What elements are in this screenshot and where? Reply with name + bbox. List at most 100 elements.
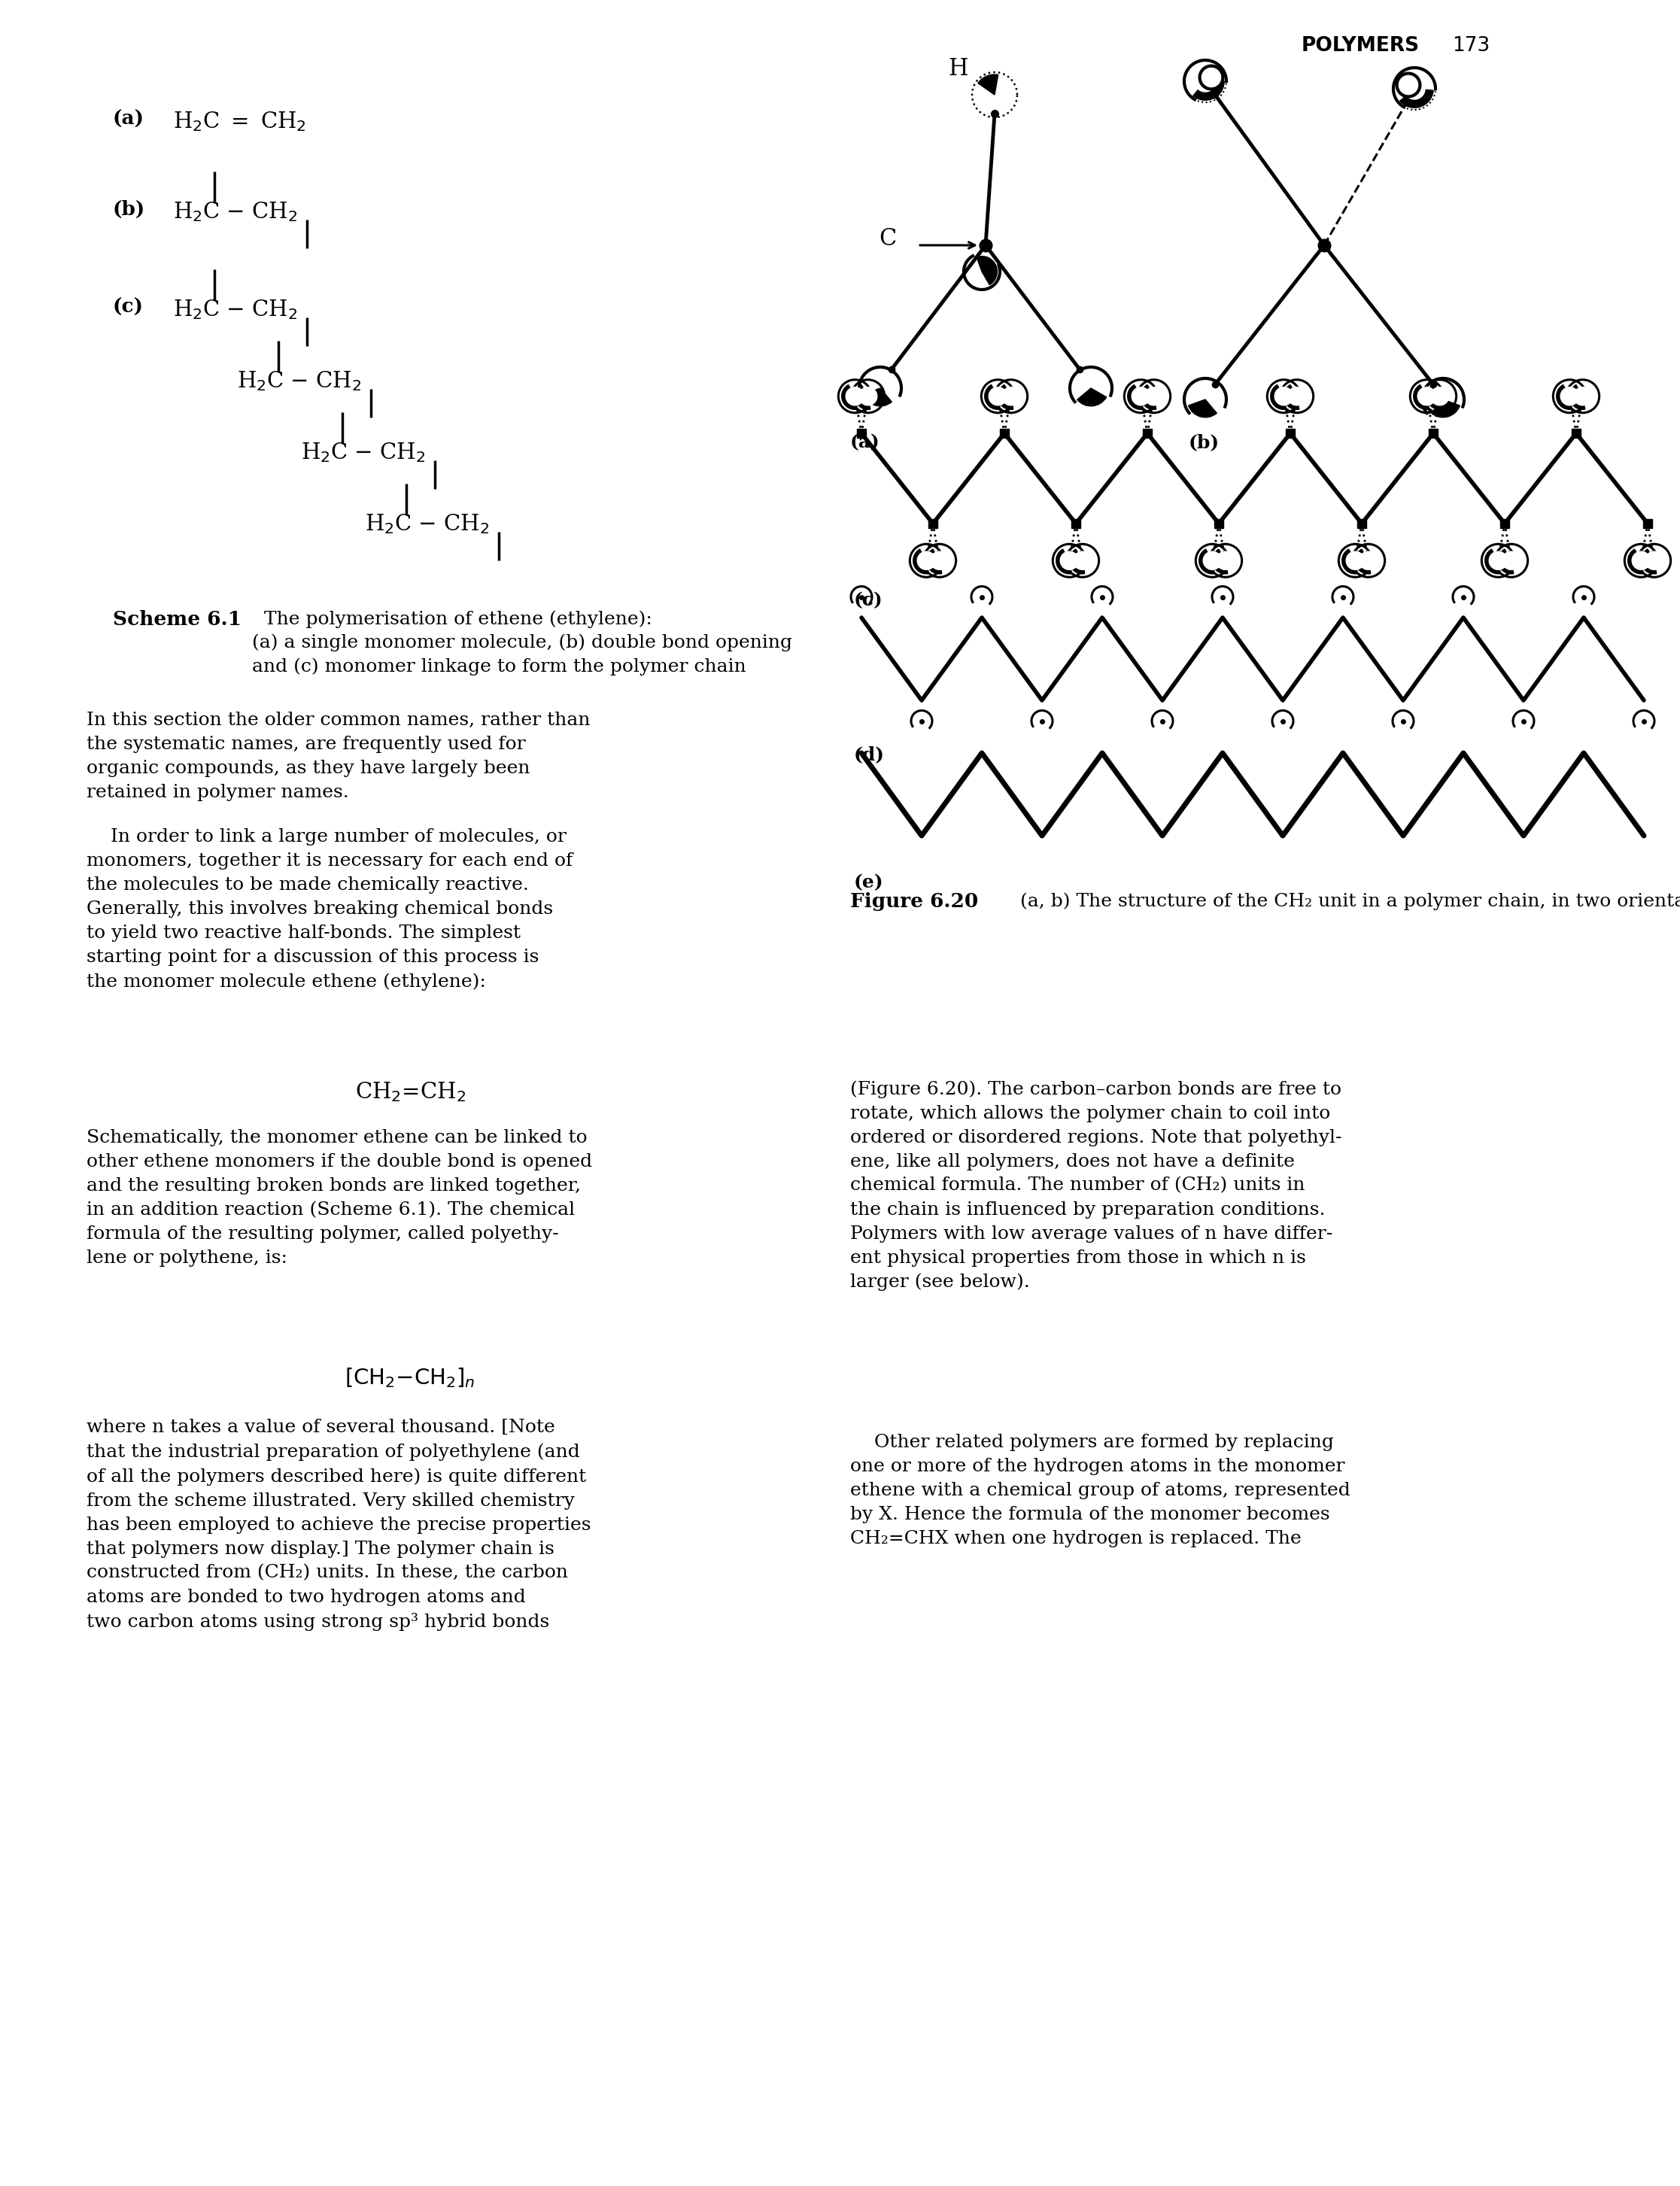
Wedge shape <box>1201 68 1221 87</box>
Text: H$_2$C $-$ CH$_2$: H$_2$C $-$ CH$_2$ <box>173 297 297 321</box>
Wedge shape <box>1399 90 1433 107</box>
Wedge shape <box>1561 387 1579 404</box>
Wedge shape <box>864 389 892 407</box>
Text: 173: 173 <box>1452 37 1490 55</box>
Bar <box>1428 428 1438 437</box>
Wedge shape <box>1404 79 1425 98</box>
Text: $[\mathrm{CH_2{-}CH_2}]_n$: $[\mathrm{CH_2{-}CH_2}]_n$ <box>344 1366 475 1390</box>
Wedge shape <box>976 256 998 284</box>
Wedge shape <box>1631 551 1650 571</box>
Wedge shape <box>1418 387 1436 404</box>
Wedge shape <box>1144 387 1163 404</box>
Text: In this section the older common names, rather than
the systematic names, are fr: In this section the older common names, … <box>87 713 590 800</box>
Wedge shape <box>1284 385 1299 409</box>
Wedge shape <box>1645 551 1663 571</box>
Text: H: H <box>948 57 968 81</box>
Bar <box>1072 518 1080 529</box>
Text: Other related polymers are formed by replacing
one or more of the hydrogen atoms: Other related polymers are formed by rep… <box>850 1434 1351 1548</box>
Wedge shape <box>1502 551 1520 571</box>
Wedge shape <box>1413 385 1430 409</box>
Wedge shape <box>1127 385 1142 409</box>
Text: The polymerisation of ethene (ethylene):
(a) a single monomer molecule, (b) doub: The polymerisation of ethene (ethylene):… <box>252 610 793 675</box>
Wedge shape <box>1211 549 1228 575</box>
Wedge shape <box>1396 72 1421 98</box>
Wedge shape <box>1194 70 1216 92</box>
Wedge shape <box>1141 385 1156 409</box>
Text: (c): (c) <box>853 590 884 610</box>
Wedge shape <box>978 74 998 94</box>
Wedge shape <box>931 551 949 571</box>
Text: (a, b) The structure of the CH₂ unit in a polymer chain, in two orientations (th: (a, b) The structure of the CH₂ unit in … <box>1008 892 1680 909</box>
Bar <box>1142 428 1152 437</box>
Wedge shape <box>1346 551 1364 571</box>
Bar <box>1500 518 1509 529</box>
Wedge shape <box>845 387 864 404</box>
Text: H$_2$C $-$ CH$_2$: H$_2$C $-$ CH$_2$ <box>173 201 297 223</box>
Text: (c): (c) <box>113 297 144 317</box>
Wedge shape <box>917 551 936 571</box>
Wedge shape <box>1198 66 1225 90</box>
Wedge shape <box>1132 387 1149 404</box>
Wedge shape <box>1275 387 1294 404</box>
Text: Figure 6.20: Figure 6.20 <box>850 892 978 912</box>
Wedge shape <box>1628 549 1643 575</box>
Wedge shape <box>1356 549 1371 575</box>
Wedge shape <box>1431 400 1460 418</box>
Bar <box>1215 518 1223 529</box>
Text: H$_2$C $-$ CH$_2$: H$_2$C $-$ CH$_2$ <box>301 442 425 463</box>
Wedge shape <box>1359 551 1378 571</box>
Wedge shape <box>1499 549 1514 575</box>
Wedge shape <box>842 385 857 409</box>
Wedge shape <box>1216 551 1235 571</box>
Wedge shape <box>1270 385 1287 409</box>
Text: CH$_2$=CH$_2$: CH$_2$=CH$_2$ <box>354 1080 465 1104</box>
Text: (b): (b) <box>113 201 146 219</box>
Text: (b): (b) <box>1189 433 1220 450</box>
Text: POLYMERS: POLYMERS <box>1302 37 1420 55</box>
Bar <box>1357 518 1366 529</box>
Text: H$_2$C $-$ CH$_2$: H$_2$C $-$ CH$_2$ <box>237 369 361 393</box>
Wedge shape <box>855 385 870 409</box>
Text: C: C <box>879 227 897 251</box>
Text: (d): (d) <box>853 745 885 763</box>
Wedge shape <box>1001 387 1020 404</box>
Text: where n takes a value of several thousand. [Note
that the industrial preparation: where n takes a value of several thousan… <box>87 1419 591 1631</box>
Wedge shape <box>1287 387 1305 404</box>
Wedge shape <box>1068 549 1085 575</box>
Text: H$_2$C $=$ CH$_2$: H$_2$C $=$ CH$_2$ <box>173 109 306 133</box>
Wedge shape <box>1060 551 1079 571</box>
Text: Schematically, the monomer ethene can be linked to
other ethene monomers if the : Schematically, the monomer ethene can be… <box>87 1130 591 1266</box>
Text: (Figure 6.20). The carbon–carbon bonds are free to
rotate, which allows the poly: (Figure 6.20). The carbon–carbon bonds a… <box>850 1080 1342 1292</box>
Wedge shape <box>1431 387 1448 404</box>
Wedge shape <box>1556 385 1572 409</box>
Wedge shape <box>1488 551 1507 571</box>
Wedge shape <box>1057 549 1072 575</box>
Wedge shape <box>1200 549 1215 575</box>
Wedge shape <box>1342 549 1357 575</box>
Wedge shape <box>914 549 929 575</box>
Wedge shape <box>984 385 1000 409</box>
Wedge shape <box>990 387 1006 404</box>
Wedge shape <box>1399 77 1418 94</box>
Wedge shape <box>926 549 942 575</box>
Text: (e): (e) <box>853 874 884 892</box>
Wedge shape <box>858 387 877 404</box>
Wedge shape <box>998 385 1013 409</box>
Bar <box>929 518 937 529</box>
Wedge shape <box>1203 551 1221 571</box>
Text: (a): (a) <box>850 433 880 450</box>
Text: In order to link a large number of molecules, or
monomers, together it is necess: In order to link a large number of molec… <box>87 828 573 990</box>
Bar <box>857 428 865 437</box>
Bar <box>1572 428 1581 437</box>
Wedge shape <box>1077 389 1107 407</box>
Wedge shape <box>1574 387 1593 404</box>
Wedge shape <box>1641 549 1656 575</box>
Wedge shape <box>1569 385 1584 409</box>
Wedge shape <box>1426 385 1441 409</box>
Wedge shape <box>1193 81 1225 101</box>
Wedge shape <box>1188 400 1216 418</box>
Bar <box>1643 518 1651 529</box>
Wedge shape <box>1074 551 1092 571</box>
Text: H$_2$C $-$ CH$_2$: H$_2$C $-$ CH$_2$ <box>365 512 489 536</box>
Text: (a): (a) <box>113 109 144 129</box>
